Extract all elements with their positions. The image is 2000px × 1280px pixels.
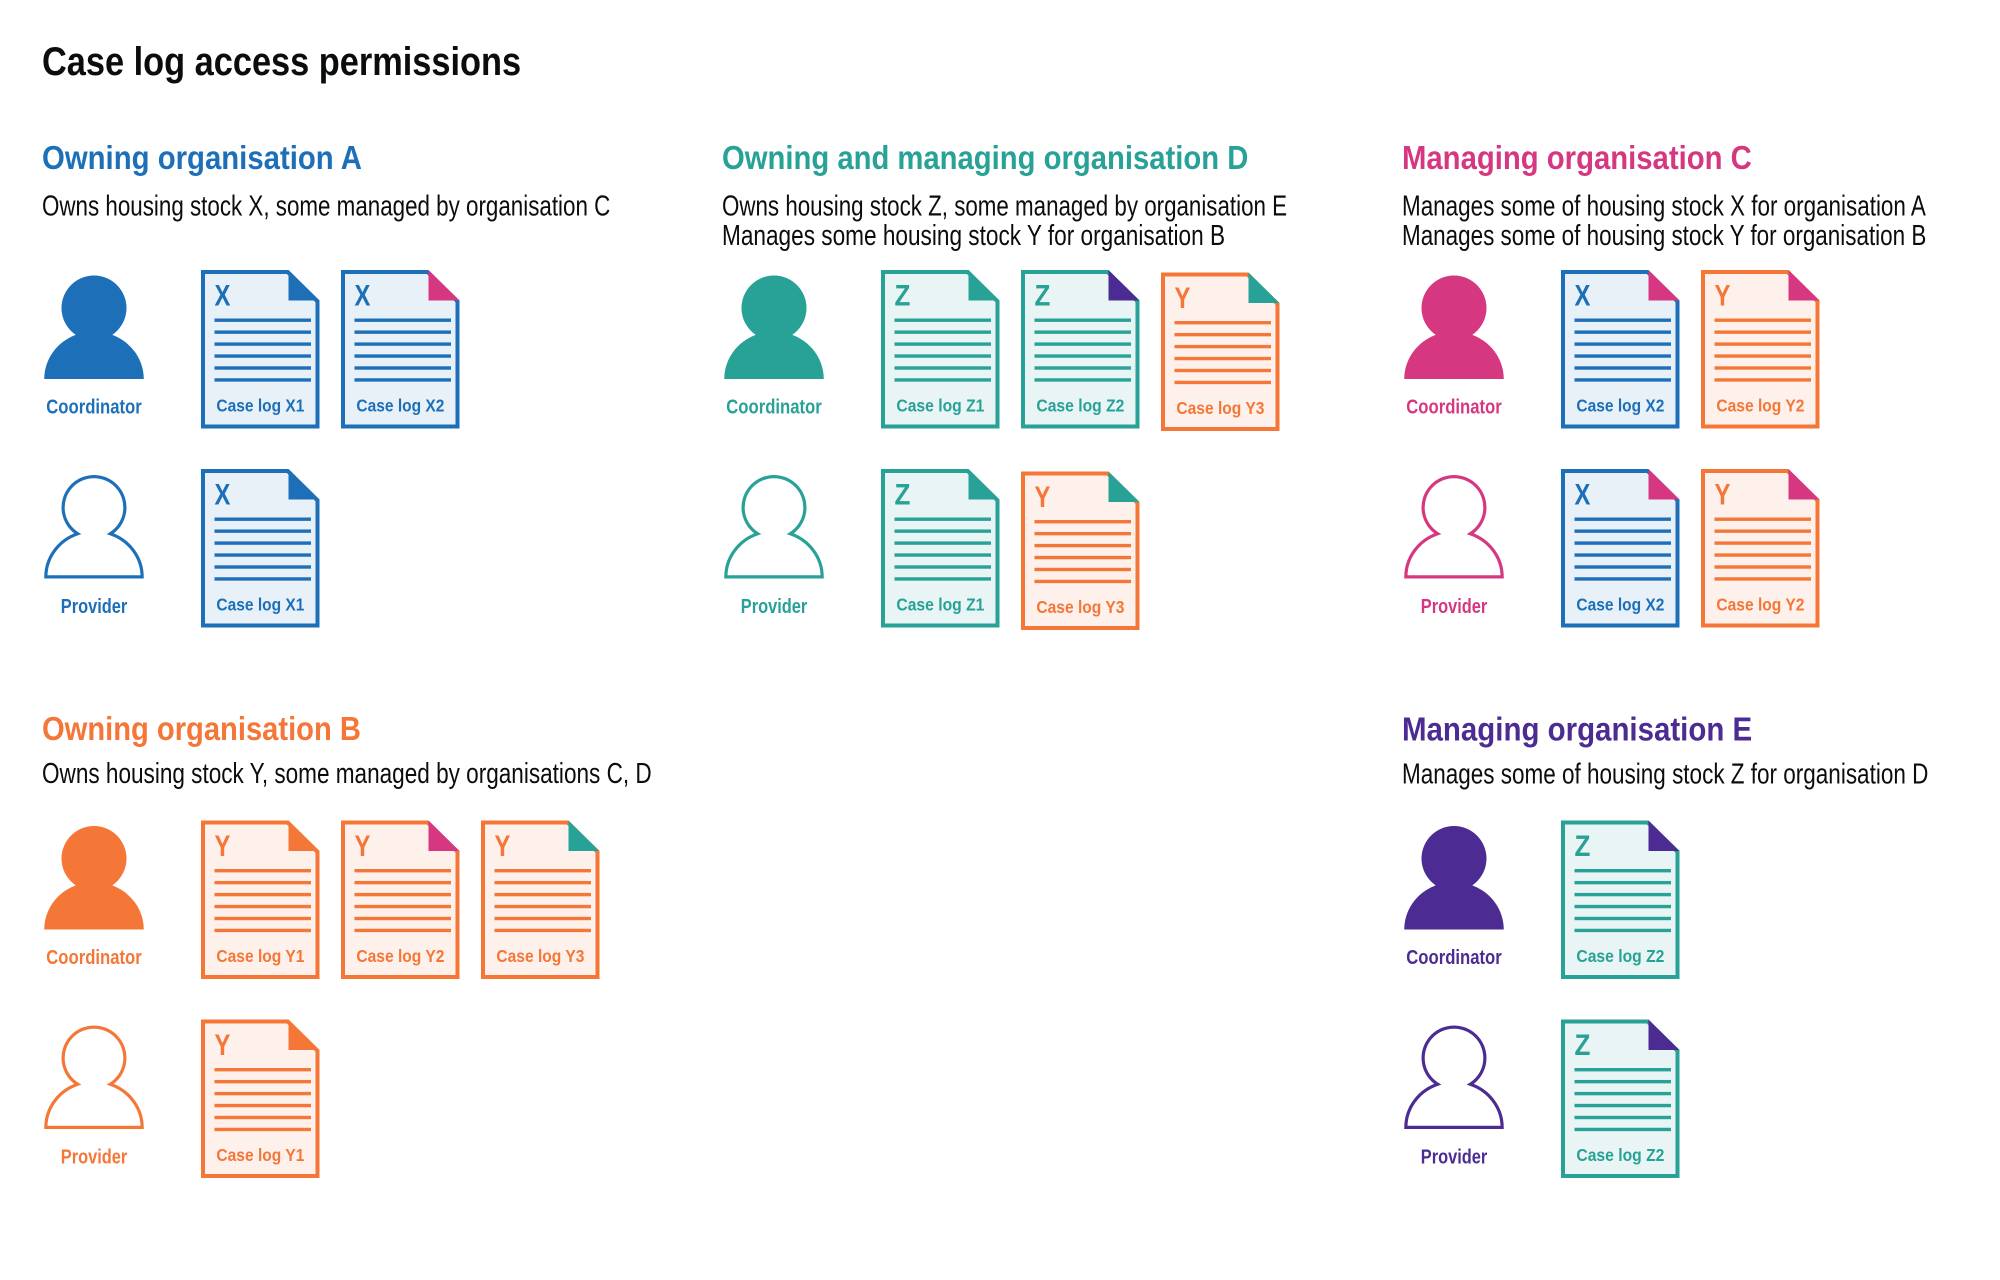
svg-text:Provider: Provider xyxy=(1421,1145,1487,1168)
svg-text:Coordinator: Coordinator xyxy=(46,946,141,969)
svg-text:X: X xyxy=(215,278,231,312)
svg-text:X: X xyxy=(355,278,371,312)
svg-text:Manages some of housing stock: Manages some of housing stock Y for orga… xyxy=(1402,220,1926,251)
svg-text:Case log Z1: Case log Z1 xyxy=(896,595,984,615)
svg-text:X: X xyxy=(215,477,231,511)
svg-text:X: X xyxy=(1575,278,1591,312)
svg-text:Provider: Provider xyxy=(61,594,127,617)
svg-text:Owning and managing organisati: Owning and managing organisation D xyxy=(722,139,1248,176)
svg-text:Case log Z2: Case log Z2 xyxy=(1036,396,1124,416)
svg-text:Case log Y2: Case log Y2 xyxy=(356,946,444,966)
svg-text:Z: Z xyxy=(1575,1028,1591,1061)
svg-text:Y: Y xyxy=(215,828,231,862)
svg-text:Coordinator: Coordinator xyxy=(46,395,141,418)
svg-text:Owns housing stock Z, some man: Owns housing stock Z, some managed by or… xyxy=(722,191,1287,222)
svg-text:Manages some of housing stock: Manages some of housing stock Z for orga… xyxy=(1402,759,1928,790)
svg-text:Manages some housing stock Y f: Manages some housing stock Y for organis… xyxy=(722,218,1225,251)
svg-text:Owning organisation A: Owning organisation A xyxy=(42,139,362,176)
svg-text:Case log X1: Case log X1 xyxy=(216,594,304,614)
svg-text:Z: Z xyxy=(1575,829,1591,862)
svg-text:Case log X2: Case log X2 xyxy=(1576,395,1664,415)
svg-text:Case log Y2: Case log Y2 xyxy=(1716,395,1804,415)
svg-text:Owning organisation B: Owning organisation B xyxy=(42,710,361,747)
svg-text:Owns housing stock Y, some man: Owns housing stock Y, some managed by or… xyxy=(42,756,652,789)
svg-text:Y: Y xyxy=(495,828,511,862)
svg-text:Z: Z xyxy=(1035,279,1051,312)
svg-text:Coordinator: Coordinator xyxy=(1406,946,1501,969)
svg-text:Y: Y xyxy=(1715,477,1731,511)
svg-text:Y: Y xyxy=(215,1027,231,1061)
svg-text:Y: Y xyxy=(1715,278,1731,312)
svg-text:Managing organisation E: Managing organisation E xyxy=(1402,711,1752,748)
svg-text:Provider: Provider xyxy=(741,594,807,617)
svg-text:Case log Y2: Case log Y2 xyxy=(1716,594,1804,614)
svg-text:Case log Z2: Case log Z2 xyxy=(1576,1145,1664,1165)
svg-text:Y: Y xyxy=(1175,280,1191,314)
svg-text:Z: Z xyxy=(895,478,911,511)
svg-text:Case log X1: Case log X1 xyxy=(216,395,304,415)
svg-text:Case log Y3: Case log Y3 xyxy=(496,946,584,966)
svg-text:Manages some of housing stock: Manages some of housing stock X for orga… xyxy=(1402,191,1926,222)
svg-text:Provider: Provider xyxy=(1421,594,1487,617)
svg-text:Case log Y1: Case log Y1 xyxy=(216,946,304,966)
svg-text:X: X xyxy=(1575,477,1591,511)
svg-text:Case log Y3: Case log Y3 xyxy=(1176,398,1264,418)
svg-text:Z: Z xyxy=(895,279,911,312)
svg-text:Case log Z2: Case log Z2 xyxy=(1576,946,1664,966)
svg-text:Coordinator: Coordinator xyxy=(726,395,821,418)
svg-text:Provider: Provider xyxy=(61,1145,127,1168)
svg-text:Y: Y xyxy=(355,828,371,862)
svg-text:Coordinator: Coordinator xyxy=(1406,395,1501,418)
svg-text:Y: Y xyxy=(1035,479,1051,513)
svg-text:Owns housing stock X, some man: Owns housing stock X, some managed by or… xyxy=(42,191,610,222)
svg-text:Case log Z1: Case log Z1 xyxy=(896,396,984,416)
svg-text:Case log X2: Case log X2 xyxy=(356,395,444,415)
svg-text:Case log access permissions: Case log access permissions xyxy=(42,39,521,84)
svg-text:Case log X2: Case log X2 xyxy=(1576,594,1664,614)
svg-text:Case log Y1: Case log Y1 xyxy=(216,1145,304,1165)
svg-text:Managing organisation C: Managing organisation C xyxy=(1402,139,1752,176)
svg-text:Case log Y3: Case log Y3 xyxy=(1036,597,1124,617)
